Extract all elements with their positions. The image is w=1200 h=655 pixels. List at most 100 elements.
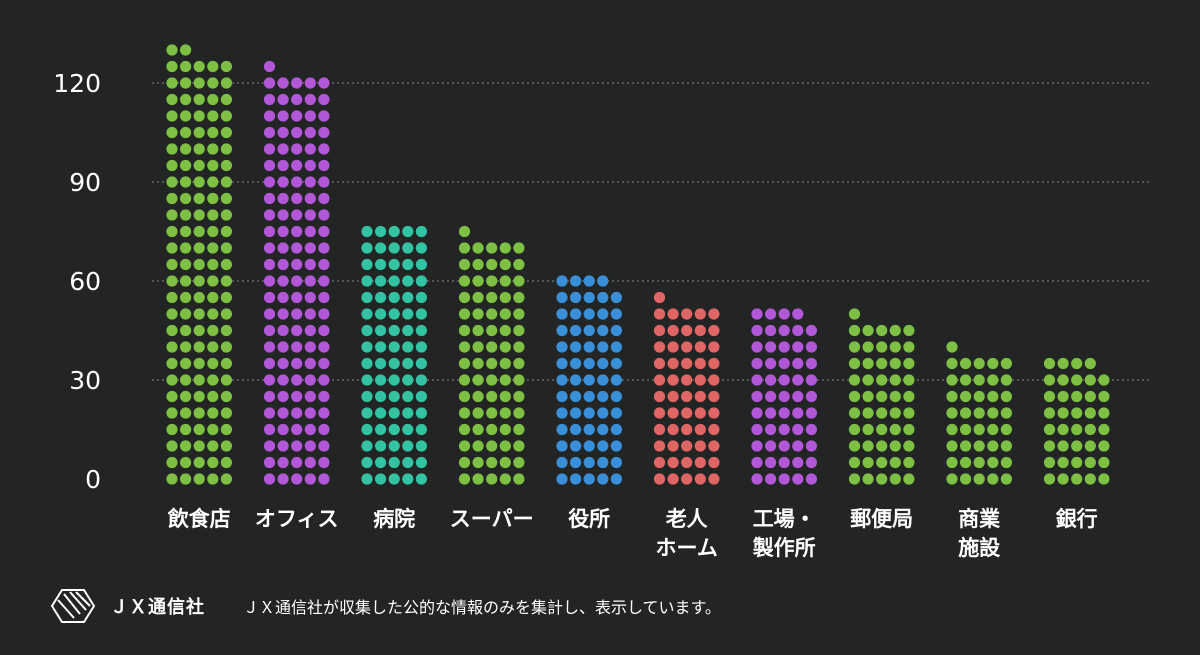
dot xyxy=(499,374,511,386)
dot xyxy=(778,324,790,337)
dot xyxy=(207,423,219,436)
dot xyxy=(708,423,720,436)
category-label: 施設 xyxy=(958,536,1001,560)
dot xyxy=(792,341,804,353)
dot xyxy=(220,291,232,304)
dot xyxy=(193,423,205,436)
dot xyxy=(166,176,178,188)
dot xyxy=(207,110,219,122)
dot xyxy=(402,374,414,386)
dot xyxy=(277,110,289,122)
dot xyxy=(180,176,192,188)
dot xyxy=(277,456,289,469)
dot xyxy=(375,341,387,353)
dot xyxy=(318,93,330,106)
dot xyxy=(960,440,972,452)
dot xyxy=(263,440,276,452)
dot xyxy=(375,473,387,485)
dot xyxy=(570,407,582,419)
dot xyxy=(277,275,289,287)
dot xyxy=(610,357,623,370)
dot xyxy=(304,258,316,271)
dot xyxy=(876,374,888,386)
dot xyxy=(166,390,178,403)
dot xyxy=(570,308,582,320)
dot xyxy=(304,357,316,370)
dot xyxy=(486,275,498,287)
dot xyxy=(291,423,303,436)
dot xyxy=(220,423,232,436)
dot xyxy=(792,456,804,469)
dot xyxy=(597,275,609,287)
dot xyxy=(765,341,777,353)
dot xyxy=(304,192,316,205)
dot xyxy=(681,374,693,386)
dot xyxy=(415,225,427,238)
dot xyxy=(499,407,511,419)
dot xyxy=(499,242,511,254)
dot xyxy=(1084,440,1096,452)
dot xyxy=(862,374,874,386)
dot xyxy=(1084,423,1096,436)
dot xyxy=(570,291,582,304)
dot xyxy=(375,275,387,287)
category-label: 工場・ xyxy=(753,507,816,531)
dot xyxy=(166,357,178,370)
dot xyxy=(486,357,498,370)
dot xyxy=(513,242,525,254)
dot xyxy=(388,440,400,452)
dot xyxy=(277,423,289,436)
dot xyxy=(472,357,484,370)
dot xyxy=(180,143,192,155)
dot xyxy=(472,308,484,320)
dot xyxy=(889,357,901,370)
dot xyxy=(220,242,232,254)
dot xyxy=(277,390,289,403)
dot xyxy=(597,473,609,485)
dot xyxy=(1043,440,1056,452)
dot xyxy=(597,456,609,469)
dot xyxy=(318,308,330,320)
dot xyxy=(472,407,484,419)
dot xyxy=(193,390,205,403)
dot xyxy=(583,357,595,370)
dot xyxy=(486,242,498,254)
dot-column xyxy=(946,341,1013,485)
dot xyxy=(708,324,720,337)
dot xyxy=(277,225,289,238)
dot xyxy=(499,456,511,469)
dot xyxy=(876,341,888,353)
dot xyxy=(318,176,330,188)
brand-name: ＪＸ通信社 xyxy=(110,597,205,618)
dot xyxy=(570,324,582,337)
dot xyxy=(291,407,303,419)
dot xyxy=(304,423,316,436)
dot xyxy=(375,308,387,320)
dot xyxy=(805,456,818,469)
dot xyxy=(402,456,414,469)
dot xyxy=(180,242,192,254)
dot xyxy=(207,242,219,254)
dot xyxy=(513,275,525,287)
dot xyxy=(499,258,511,271)
dot xyxy=(681,440,693,452)
dot xyxy=(597,440,609,452)
dot xyxy=(193,209,205,221)
dot xyxy=(1043,357,1056,370)
dot xyxy=(486,291,498,304)
dot xyxy=(220,209,232,221)
category-label: 病院 xyxy=(373,507,415,531)
dot xyxy=(220,77,232,89)
dot xyxy=(472,423,484,436)
dot xyxy=(207,77,219,89)
dot xyxy=(805,324,818,337)
dot xyxy=(903,456,915,469)
dot xyxy=(207,456,219,469)
dot xyxy=(415,473,427,485)
category-label: 郵便局 xyxy=(850,507,913,531)
dot xyxy=(653,423,666,436)
dot xyxy=(375,324,387,337)
dot xyxy=(220,225,232,238)
source-note: ＪＸ通信社が収集した公的な情報のみを集計し、表示しています。 xyxy=(243,598,721,617)
